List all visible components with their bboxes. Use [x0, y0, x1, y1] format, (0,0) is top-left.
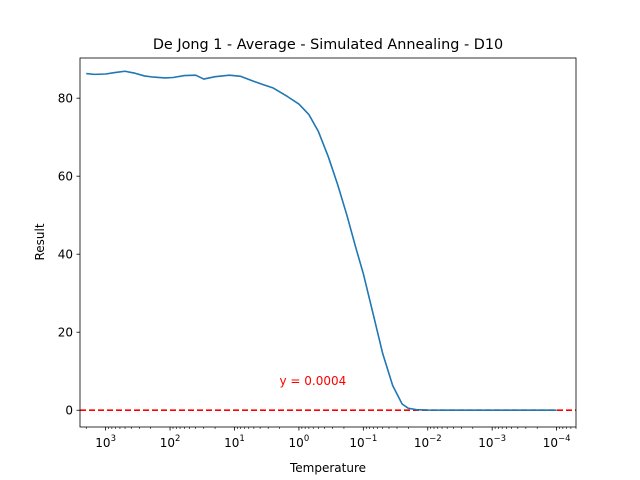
x-tick-exponent: −2	[429, 434, 442, 444]
x-tick-exponent: −1	[365, 434, 378, 444]
x-axis: 103 102 101 100 10−1 10−2 10−3 10−4	[85, 427, 577, 450]
x-tick-exponent: −4	[558, 434, 571, 444]
series-line	[86, 70, 557, 412]
x-tick-exponent: −3	[494, 434, 507, 444]
annotation-text: y = 0.0004	[280, 374, 347, 388]
x-tick-exponent: 3	[111, 434, 116, 444]
y-tick-label: 20	[58, 326, 73, 340]
y-tick-label: 40	[58, 248, 73, 262]
x-tick-exponent: 1	[239, 434, 244, 444]
y-tick-label: 60	[58, 169, 73, 183]
annotation-layer: y = 0.0004	[280, 374, 347, 388]
x-axis-label: Temperature	[289, 461, 366, 475]
plot-frame	[79, 57, 577, 428]
x-tick-exponent: 0	[304, 434, 309, 444]
series-layer	[86, 70, 557, 412]
y-tick-label: 0	[65, 404, 73, 418]
y-axis: 0 20 40 60 80	[58, 91, 80, 418]
y-axis-label: Result	[33, 223, 47, 260]
x-tick-exponent: 2	[175, 434, 180, 444]
chart-title: De Jong 1 - Average - Simulated Annealin…	[153, 37, 503, 53]
y-tick-label: 80	[58, 91, 73, 105]
